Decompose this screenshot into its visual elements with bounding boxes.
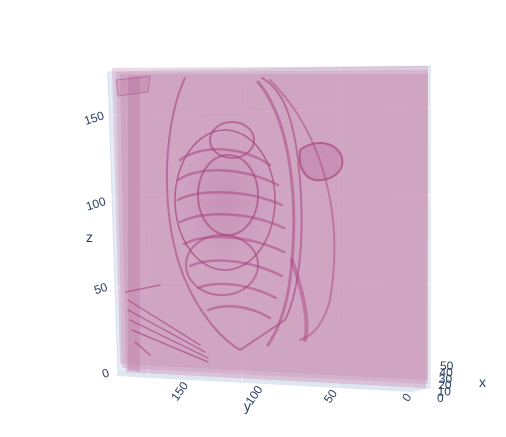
y-axis-title: y bbox=[244, 398, 251, 414]
top-left-structure bbox=[115, 75, 151, 97]
z-axis-title: z bbox=[86, 229, 93, 245]
z-tick-0: 0 bbox=[100, 365, 111, 380]
head-structure bbox=[298, 142, 344, 182]
rib-cage bbox=[176, 148, 286, 320]
x-tick-5: 50 bbox=[440, 359, 454, 373]
lower-left-structure bbox=[125, 284, 209, 363]
z-axis-ticks: 0 50 100 150 bbox=[82, 108, 111, 381]
upper-organ bbox=[209, 121, 255, 159]
x-tick-0: 0 bbox=[437, 391, 444, 405]
y-tick-0: 0 bbox=[399, 390, 414, 404]
x-tick-1: 10 bbox=[438, 385, 452, 399]
lower-organ bbox=[185, 234, 259, 296]
z-tick-1: 50 bbox=[92, 280, 109, 298]
x-tick-3: 30 bbox=[439, 372, 453, 386]
x-tick-4: 40 bbox=[439, 365, 453, 379]
back-contour bbox=[269, 79, 336, 341]
z-tick-2: 100 bbox=[84, 194, 108, 214]
scene-floor bbox=[116, 372, 430, 392]
spine-curve bbox=[256, 80, 296, 347]
outer-contour bbox=[165, 77, 303, 352]
volume-structures bbox=[115, 75, 344, 363]
thorax-region bbox=[174, 129, 276, 271]
y-tick-1: 50 bbox=[321, 387, 340, 406]
x-tick-2: 20 bbox=[438, 378, 452, 392]
limb-structure bbox=[290, 258, 309, 342]
z-tick-3: 150 bbox=[82, 108, 106, 128]
x-axis-title: x bbox=[479, 374, 486, 390]
y-tick-3: 150 bbox=[168, 379, 191, 404]
